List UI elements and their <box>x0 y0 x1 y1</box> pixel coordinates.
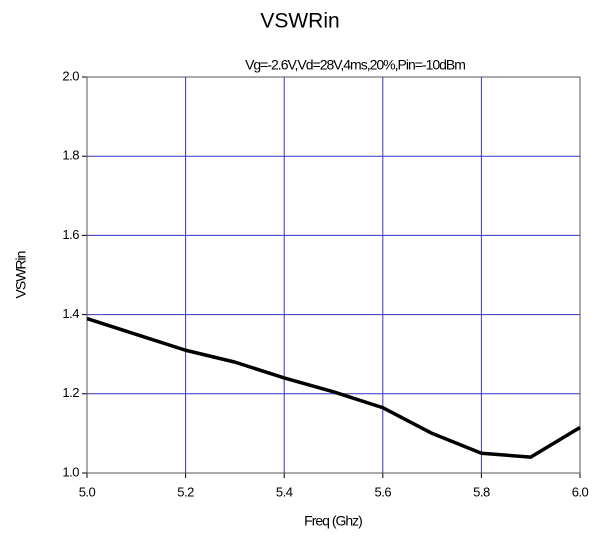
chart-subtitle: Vg=-2.6V,Vd=28V,4ms,20%,Pin=-10dBm <box>245 57 465 73</box>
x-tick-label: 5.4 <box>276 484 293 499</box>
data-line <box>86 316 581 459</box>
y-tick-label: 1.8 <box>62 148 79 163</box>
chart-title: VSWRin <box>260 10 339 33</box>
y-tick-label: 1.4 <box>62 306 79 321</box>
y-axis-label: VSWRin <box>13 251 29 298</box>
x-tick-label: 5.2 <box>177 484 194 499</box>
x-tick-label: 5.8 <box>473 484 490 499</box>
y-tick-label: 2.0 <box>62 68 79 83</box>
x-tick-label: 6.0 <box>572 484 589 499</box>
x-axis-label: Freq (Ghz) <box>304 513 362 529</box>
plot-frame <box>86 76 581 474</box>
x-tick-label: 5.6 <box>375 484 392 499</box>
x-tick-label: 5.0 <box>79 484 96 499</box>
y-tick-label: 1.0 <box>62 464 79 479</box>
y-tick-label: 1.2 <box>62 385 79 400</box>
y-tick-label: 1.6 <box>62 227 79 242</box>
